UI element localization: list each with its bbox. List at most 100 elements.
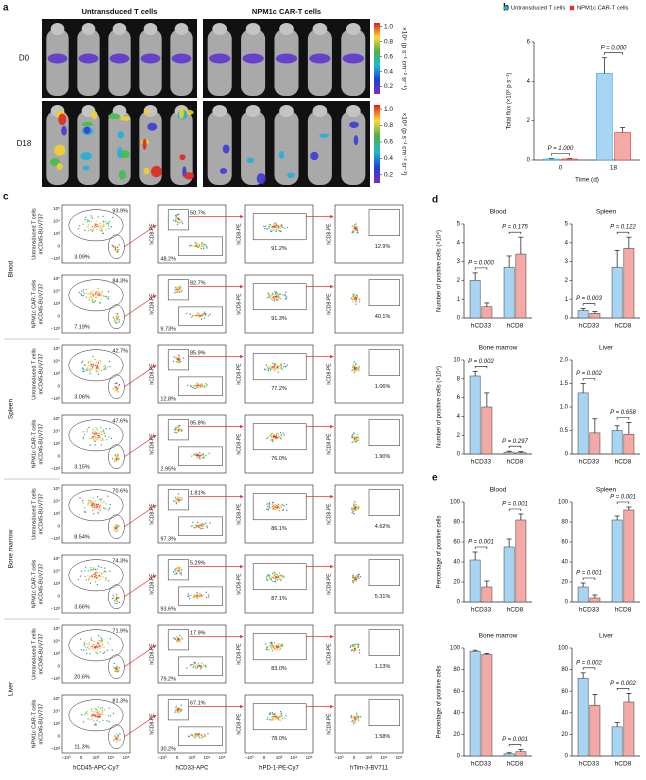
event-dot <box>356 225 358 228</box>
axis-tick-label: 0 <box>57 384 60 389</box>
event-dot <box>99 579 101 581</box>
tissue-label: Liver <box>8 681 15 696</box>
event-dot <box>275 225 278 227</box>
event-dot <box>105 296 108 298</box>
event-dot <box>108 227 110 230</box>
event-dot <box>282 294 284 296</box>
event-dot <box>80 290 83 292</box>
event-dot <box>358 369 360 372</box>
event-dot <box>274 437 276 439</box>
event-dot <box>280 713 282 715</box>
signal <box>319 133 330 138</box>
axis-tick-label: 10⁴ <box>381 755 388 760</box>
p-value: P = 0.122 <box>610 225 636 231</box>
event-dot <box>190 734 192 736</box>
event-dot <box>93 505 96 507</box>
event-dot <box>191 733 193 736</box>
event-dot <box>198 245 201 247</box>
bar <box>577 392 589 455</box>
y-tick-label: 20 <box>453 580 460 586</box>
event-dot <box>358 577 360 580</box>
gate-percentage: 40.1% <box>375 314 391 320</box>
event-dot <box>280 574 282 576</box>
gate-percentage: 67.1% <box>190 700 206 706</box>
axis-tick-label: −10³ <box>51 746 61 751</box>
event-dot <box>90 437 92 440</box>
event-dot <box>358 716 360 718</box>
tissue-label: Bone marrow <box>8 529 15 568</box>
event-dot <box>271 711 273 714</box>
event-dot <box>352 582 354 584</box>
y-tick-label: 20 <box>561 732 568 738</box>
event-dot <box>197 453 199 456</box>
event-dot <box>95 715 97 718</box>
event-dot <box>94 224 97 227</box>
event-dot <box>116 667 119 670</box>
event-dot <box>359 575 362 578</box>
event-dot <box>267 508 269 510</box>
event-dot <box>273 647 276 650</box>
event-dot <box>266 648 268 651</box>
event-dot <box>175 289 177 292</box>
event-dot <box>203 317 206 319</box>
event-dot <box>114 529 116 531</box>
event-dot <box>195 525 198 527</box>
gating-arrow <box>124 294 157 318</box>
event-dot <box>353 437 355 439</box>
event-dot <box>99 362 101 364</box>
significance-bracket <box>582 577 596 580</box>
event-dot <box>98 646 100 648</box>
event-dot <box>177 570 179 573</box>
gating-arrow <box>124 574 157 598</box>
gate-percentage: 12.8% <box>160 396 176 402</box>
event-dot <box>112 388 114 390</box>
event-dot <box>92 500 95 503</box>
x-tick-label: 0 <box>559 165 563 172</box>
event-dot <box>201 662 203 664</box>
event-dot <box>357 508 360 510</box>
event-dot <box>174 711 176 713</box>
event-dot <box>203 386 206 388</box>
event-dot <box>94 714 96 716</box>
p-value: P = 0.002 <box>610 681 636 687</box>
event-dot <box>99 571 101 574</box>
event-dot <box>189 313 191 315</box>
event-dot <box>195 454 197 456</box>
event-dot <box>353 438 356 440</box>
event-dot <box>357 437 359 439</box>
event-dot <box>280 579 282 581</box>
event-dot <box>186 667 188 669</box>
event-dot <box>92 506 94 509</box>
event-dot <box>104 651 106 653</box>
event-dot <box>205 596 208 599</box>
event-dot <box>180 290 183 293</box>
event-dot <box>105 571 107 573</box>
event-dot <box>279 719 281 721</box>
event-dot <box>102 215 104 218</box>
event-dot <box>197 312 199 314</box>
event-dot <box>205 312 207 315</box>
event-dot <box>350 645 352 647</box>
event-dot <box>282 577 284 579</box>
event-dot <box>101 226 104 228</box>
event-dot <box>78 225 81 227</box>
event-dot <box>190 316 193 319</box>
event-dot <box>114 321 117 324</box>
significance-bracket <box>508 508 522 511</box>
event-dot <box>175 361 178 363</box>
y-tick-label: 80 <box>453 520 460 526</box>
event-dot <box>355 301 357 303</box>
event-dot <box>93 431 96 433</box>
event-dot <box>350 717 352 719</box>
event-dot <box>180 221 182 224</box>
event-dot <box>186 384 189 387</box>
gate-percentage: 1.58% <box>375 734 391 740</box>
colorbar-tick-label: 0.2 <box>384 83 393 90</box>
event-dot <box>96 576 98 578</box>
bar <box>469 280 481 319</box>
event-dot <box>181 638 184 640</box>
event-dot <box>87 369 89 371</box>
event-dot <box>116 314 118 317</box>
event-dot <box>277 295 279 297</box>
event-dot <box>98 437 100 439</box>
